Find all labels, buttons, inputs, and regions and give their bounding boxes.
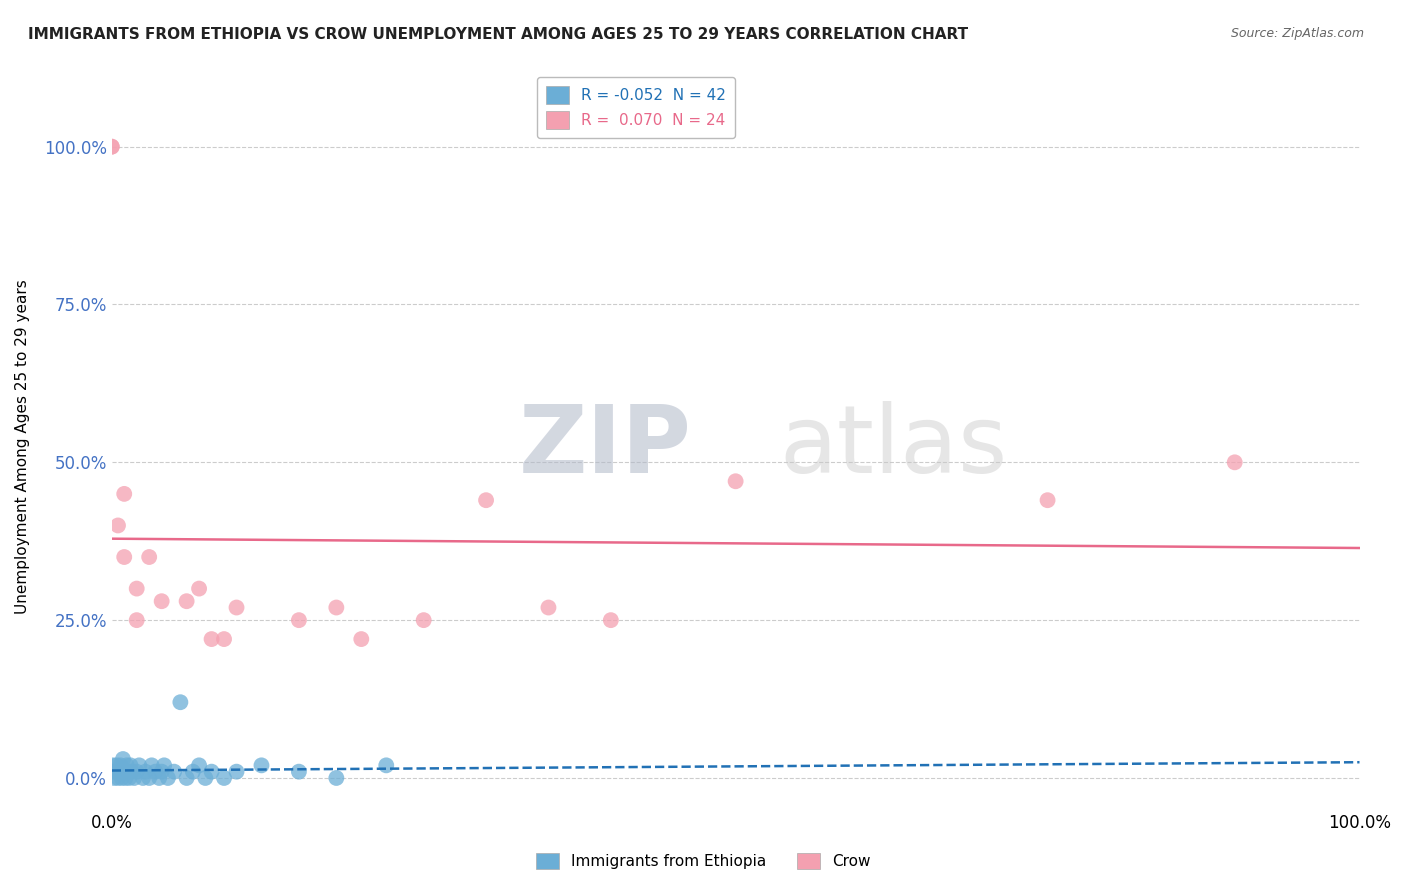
Point: [141, 758, 163, 772]
Point: [1036, 493, 1059, 508]
Point: [122, 771, 145, 785]
Point: [212, 771, 235, 785]
Point: [104, 764, 127, 779]
Point: [156, 771, 179, 785]
Point: [212, 632, 235, 646]
Point: [200, 632, 222, 646]
Point: [118, 771, 141, 785]
Point: [188, 758, 211, 772]
Point: [107, 771, 129, 785]
Point: [101, 758, 124, 772]
Point: [120, 758, 142, 772]
Point: [153, 758, 176, 772]
Point: [150, 764, 173, 779]
Point: [121, 764, 143, 779]
Point: [134, 764, 156, 779]
Point: [163, 764, 186, 779]
Point: [138, 549, 160, 564]
Point: [145, 764, 167, 779]
Point: [111, 771, 134, 785]
Text: Source: ZipAtlas.com: Source: ZipAtlas.com: [1230, 27, 1364, 40]
Point: [117, 764, 139, 779]
Point: [125, 613, 148, 627]
Point: [176, 771, 198, 785]
Point: [250, 758, 273, 772]
Point: [100, 764, 122, 779]
Point: [169, 695, 191, 709]
Point: [350, 632, 373, 646]
Point: [537, 600, 560, 615]
Point: [100, 139, 122, 153]
Point: [115, 758, 138, 772]
Text: IMMIGRANTS FROM ETHIOPIA VS CROW UNEMPLOYMENT AMONG AGES 25 TO 29 YEARS CORRELAT: IMMIGRANTS FROM ETHIOPIA VS CROW UNEMPLO…: [28, 27, 969, 42]
Text: ZIP: ZIP: [519, 401, 692, 492]
Point: [475, 493, 498, 508]
Point: [412, 613, 434, 627]
Point: [225, 764, 247, 779]
Legend: Immigrants from Ethiopia, Crow: Immigrants from Ethiopia, Crow: [530, 847, 876, 875]
Point: [325, 771, 347, 785]
Point: [1223, 455, 1246, 469]
Point: [112, 549, 135, 564]
Point: [288, 764, 311, 779]
Point: [194, 771, 217, 785]
Point: [288, 613, 311, 627]
Point: [132, 771, 155, 785]
Point: [375, 758, 398, 772]
Text: atlas: atlas: [779, 401, 1008, 492]
Point: [112, 764, 135, 779]
Point: [188, 582, 211, 596]
Point: [724, 475, 747, 489]
Point: [128, 758, 150, 772]
Point: [225, 600, 247, 615]
Point: [112, 487, 135, 501]
Y-axis label: Unemployment Among Ages 25 to 29 years: Unemployment Among Ages 25 to 29 years: [15, 279, 30, 614]
Point: [108, 764, 131, 779]
Point: [125, 764, 148, 779]
Point: [110, 758, 132, 772]
Point: [138, 771, 160, 785]
Point: [325, 600, 347, 615]
Point: [176, 594, 198, 608]
Legend: R = -0.052  N = 42, R =  0.070  N = 24: R = -0.052 N = 42, R = 0.070 N = 24: [537, 77, 735, 138]
Point: [100, 139, 122, 153]
Point: [148, 771, 170, 785]
Point: [150, 594, 173, 608]
Point: [114, 771, 136, 785]
Point: [200, 764, 222, 779]
Point: [181, 764, 204, 779]
Point: [103, 771, 125, 785]
Point: [125, 582, 148, 596]
Point: [107, 518, 129, 533]
Point: [111, 752, 134, 766]
Point: [105, 758, 128, 772]
Point: [599, 613, 621, 627]
